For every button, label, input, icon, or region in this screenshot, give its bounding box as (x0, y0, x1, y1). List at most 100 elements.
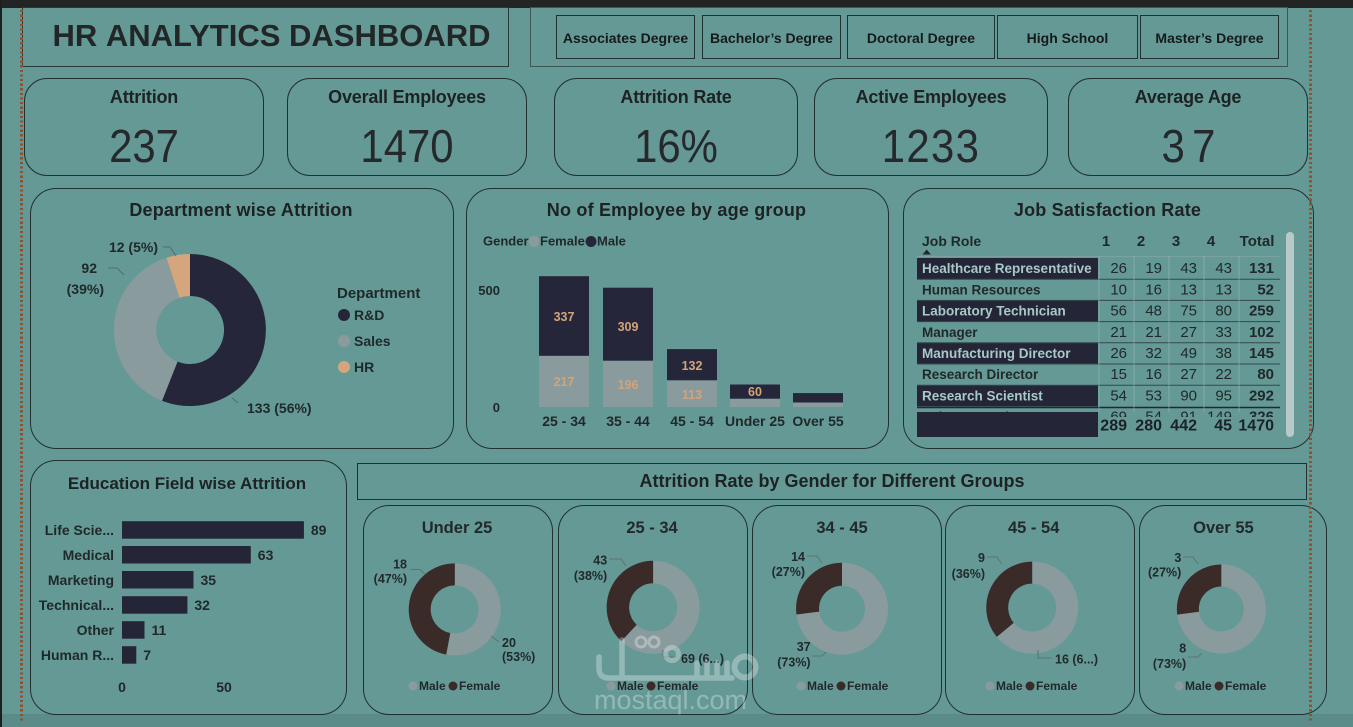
svg-text:Total: Total (1240, 233, 1275, 250)
svg-text:280: 280 (1135, 418, 1162, 435)
svg-text:(73%): (73%) (1153, 657, 1186, 671)
svg-text:12 (5%): 12 (5%) (109, 239, 158, 255)
svg-text:8: 8 (1179, 641, 1186, 655)
svg-text:Over 55: Over 55 (1193, 519, 1254, 537)
svg-text:Female: Female (459, 679, 501, 693)
svg-text:35: 35 (201, 572, 217, 588)
svg-text:Human R...: Human R... (41, 647, 114, 663)
svg-text:289: 289 (1100, 418, 1127, 435)
svg-text:(53%): (53%) (502, 650, 535, 664)
svg-text:25 - 34: 25 - 34 (542, 413, 586, 429)
svg-text:Marketing: Marketing (48, 572, 114, 588)
svg-text:45: 45 (1214, 418, 1232, 435)
svg-text:Female: Female (847, 679, 889, 693)
svg-text:217: 217 (554, 375, 575, 389)
svg-text:102: 102 (1249, 324, 1274, 341)
svg-text:mostaql.com: mostaql.com (594, 685, 747, 715)
svg-text:38: 38 (1215, 345, 1232, 362)
svg-text:Medical: Medical (63, 547, 114, 563)
svg-text:132: 132 (682, 359, 703, 373)
svg-text:43: 43 (1215, 260, 1232, 277)
svg-text:63: 63 (258, 547, 274, 563)
svg-text:Female: Female (1036, 679, 1078, 693)
svg-text:21: 21 (1110, 324, 1127, 341)
svg-text:2: 2 (1137, 233, 1145, 250)
svg-text:337: 337 (554, 310, 575, 324)
svg-text:7: 7 (143, 647, 151, 663)
svg-text:95: 95 (1215, 387, 1232, 404)
svg-text:16 (6...): 16 (6...) (1055, 653, 1098, 667)
svg-text:34 - 45: 34 - 45 (816, 519, 867, 537)
svg-text:Other: Other (77, 622, 115, 638)
svg-text:92: 92 (81, 260, 97, 276)
svg-text:500: 500 (478, 283, 500, 298)
svg-text:14: 14 (791, 550, 805, 564)
svg-text:26: 26 (1110, 345, 1127, 362)
svg-text:89: 89 (311, 522, 327, 538)
svg-text:25 - 34: 25 - 34 (626, 519, 678, 537)
svg-text:43: 43 (593, 554, 607, 568)
svg-text:10: 10 (1110, 281, 1127, 298)
svg-text:27: 27 (1180, 366, 1197, 383)
svg-text:11: 11 (152, 622, 167, 638)
svg-text:53: 53 (1145, 387, 1162, 404)
svg-text:(73%): (73%) (777, 656, 810, 670)
svg-text:80: 80 (1215, 303, 1232, 320)
svg-text:49: 49 (1180, 345, 1197, 362)
svg-text:16: 16 (1145, 281, 1162, 298)
svg-text:133 (56%): 133 (56%) (247, 400, 312, 416)
svg-text:145: 145 (1249, 345, 1274, 362)
svg-text:HR: HR (354, 359, 374, 375)
svg-text:Manager: Manager (922, 325, 978, 340)
svg-text:Male: Male (597, 234, 626, 249)
svg-text:Life Scie...: Life Scie... (45, 522, 114, 538)
svg-text:259: 259 (1249, 303, 1274, 320)
svg-text:26: 26 (1110, 260, 1127, 277)
svg-text:(36%): (36%) (952, 567, 985, 581)
svg-text:Education Field wise Attrition: Education Field wise Attrition (68, 474, 306, 493)
svg-text:3: 3 (1172, 233, 1180, 250)
svg-text:4: 4 (1207, 233, 1216, 250)
svg-text:Female: Female (1225, 679, 1267, 693)
svg-text:292: 292 (1249, 387, 1274, 404)
svg-text:Gender: Gender (483, 234, 529, 249)
svg-text:13: 13 (1180, 281, 1197, 298)
svg-text:32: 32 (1145, 345, 1162, 362)
svg-text:Research Scientist: Research Scientist (922, 388, 1043, 403)
svg-text:442: 442 (1170, 418, 1197, 435)
svg-text:35 - 44: 35 - 44 (606, 413, 650, 429)
svg-text:Department: Department (337, 285, 420, 302)
svg-text:Male: Male (996, 679, 1023, 693)
svg-text:R&D: R&D (354, 307, 384, 323)
svg-text:16: 16 (1145, 366, 1162, 383)
svg-text:20: 20 (502, 636, 516, 650)
svg-text:21: 21 (1145, 324, 1162, 341)
svg-text:69 (6...): 69 (6...) (681, 652, 724, 666)
svg-text:Male: Male (1185, 679, 1212, 693)
svg-text:3: 3 (1174, 551, 1181, 565)
svg-text:(38%): (38%) (574, 569, 607, 583)
svg-text:22: 22 (1215, 366, 1232, 383)
svg-text:60: 60 (748, 385, 762, 399)
svg-text:Under 25: Under 25 (422, 519, 493, 537)
svg-text:Laboratory Technician: Laboratory Technician (922, 304, 1066, 319)
svg-text:9: 9 (978, 551, 985, 565)
svg-text:Under 25: Under 25 (725, 413, 785, 429)
svg-text:48: 48 (1145, 303, 1162, 320)
svg-text:27: 27 (1180, 324, 1197, 341)
svg-text:19: 19 (1145, 260, 1162, 277)
svg-text:Research Director: Research Director (922, 367, 1039, 382)
svg-text:Technical...: Technical... (39, 597, 114, 613)
svg-text:45 - 54: 45 - 54 (670, 413, 714, 429)
svg-text:Sales: Sales (354, 333, 391, 349)
svg-text:50: 50 (216, 679, 232, 695)
svg-text:1470: 1470 (1238, 418, 1274, 435)
svg-text:0: 0 (493, 400, 500, 415)
svg-text:80: 80 (1257, 366, 1274, 383)
svg-text:13: 13 (1215, 281, 1232, 298)
svg-text:18: 18 (393, 558, 407, 572)
svg-text:309: 309 (618, 320, 639, 334)
svg-text:32: 32 (194, 597, 210, 613)
svg-text:Healthcare Representative: Healthcare Representative (922, 261, 1092, 276)
svg-text:45 - 54: 45 - 54 (1008, 519, 1060, 537)
